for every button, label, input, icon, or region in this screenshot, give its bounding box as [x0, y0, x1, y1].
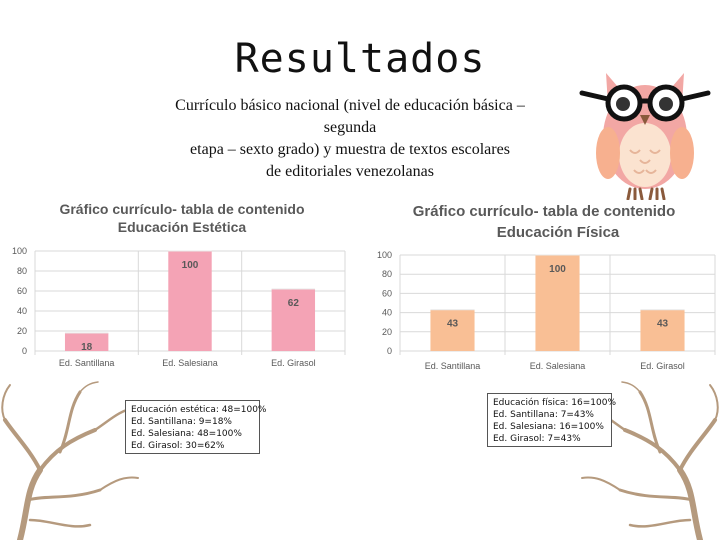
- y-tick-label: 80: [382, 269, 392, 279]
- chart-educacion-fisica: Gráfico currículo- tabla de contenido Ed…: [377, 203, 716, 371]
- tree-branch-left-icon: [1, 381, 139, 540]
- chart-educacion-estetica: Gráfico currículo- tabla de contenido Ed…: [12, 201, 346, 368]
- y-tick-label: 20: [17, 326, 27, 336]
- bar: [271, 289, 316, 351]
- data-label: 43: [657, 319, 669, 330]
- data-label: 43: [447, 319, 459, 330]
- data-label: 18: [81, 342, 93, 353]
- data-label: 100: [549, 264, 566, 275]
- summary-line: Ed. Santillana: 7=43%: [493, 410, 594, 420]
- y-tick-label: 40: [382, 308, 392, 318]
- y-tick-label: 60: [382, 288, 392, 298]
- summary-line: Educación estética: 48=100%: [131, 405, 267, 415]
- subtitle-line: de editoriales venezolanas: [266, 163, 434, 180]
- y-tick-label: 0: [22, 346, 27, 356]
- x-tick-label: Ed. Salesiana: [530, 361, 586, 371]
- subtitle-line: Currículo básico nacional (nivel de educ…: [175, 97, 525, 114]
- chart-subtitle: Educación Física: [497, 224, 620, 241]
- summary-line: Educación física: 16=100%: [493, 398, 617, 408]
- y-tick-label: 40: [17, 306, 27, 316]
- owl-with-glasses-icon: [579, 73, 711, 200]
- data-label: 100: [182, 260, 199, 271]
- summary-line: Ed. Girasol: 7=43%: [493, 434, 581, 444]
- chart-title: Gráfico currículo- tabla de contenido: [413, 203, 676, 220]
- bar: [535, 255, 580, 351]
- x-tick-label: Ed. Santillana: [425, 361, 481, 371]
- summary-line: Ed. Santillana: 9=18%: [131, 417, 232, 427]
- bar: [64, 333, 109, 351]
- summary-line: Ed. Salesiana: 16=100%: [493, 422, 604, 432]
- bar: [168, 251, 212, 351]
- y-tick-label: 80: [17, 266, 27, 276]
- y-tick-label: 100: [12, 246, 27, 256]
- y-tick-label: 20: [382, 327, 392, 337]
- bar: [430, 309, 475, 351]
- x-tick-label: Ed. Santillana: [59, 358, 115, 368]
- subtitle-line: etapa – sexto grado) y muestra de textos…: [190, 141, 510, 158]
- slide-subtitle: Currículo básico nacional (nivel de educ…: [110, 95, 590, 183]
- slide-title: Resultados: [234, 36, 486, 82]
- x-tick-label: Ed. Girasol: [271, 358, 316, 368]
- y-tick-label: 60: [17, 286, 27, 296]
- y-tick-label: 100: [377, 250, 392, 260]
- summary-line: Ed. Girasol: 30=62%: [131, 441, 225, 451]
- y-tick-label: 0: [387, 346, 392, 356]
- bar: [640, 309, 685, 351]
- x-tick-label: Ed. Salesiana: [162, 358, 218, 368]
- chart-subtitle: Educación Estética: [118, 219, 247, 235]
- subtitle-line: segunda: [323, 119, 377, 136]
- summary-box-estetica: Educación estética: 48=100% Ed. Santilla…: [125, 400, 267, 454]
- summary-line: Ed. Salesiana: 48=100%: [131, 429, 242, 439]
- x-tick-label: Ed. Girasol: [640, 361, 685, 371]
- summary-box-fisica: Educación física: 16=100% Ed. Santillana…: [487, 393, 617, 447]
- chart-title: Gráfico currículo- tabla de contenido: [59, 201, 304, 217]
- data-label: 62: [288, 298, 300, 309]
